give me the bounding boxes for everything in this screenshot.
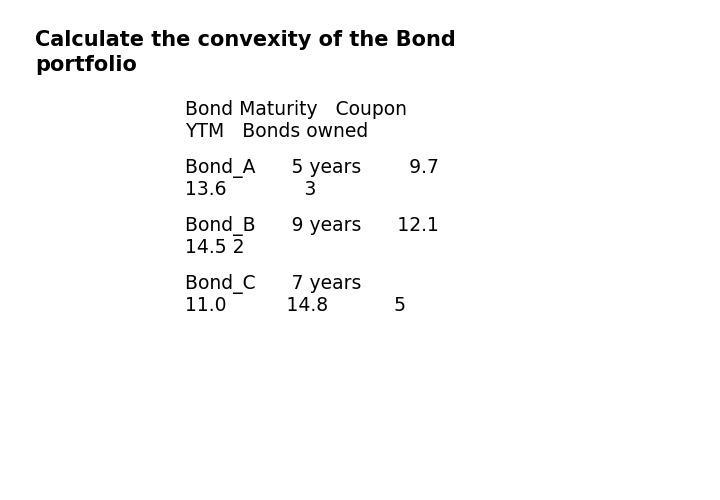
Text: Calculate the convexity of the Bond: Calculate the convexity of the Bond [35,30,456,50]
Text: 13.6             3: 13.6 3 [185,180,316,199]
Text: Bond_B      9 years      12.1: Bond_B 9 years 12.1 [185,216,439,236]
Text: Bond Maturity   Coupon: Bond Maturity Coupon [185,100,407,119]
Text: 11.0          14.8           5: 11.0 14.8 5 [185,296,406,315]
Text: YTM   Bonds owned: YTM Bonds owned [185,122,368,141]
Text: Bond_A      5 years        9.7: Bond_A 5 years 9.7 [185,158,439,178]
Text: 14.5 2: 14.5 2 [185,238,245,257]
Text: Bond_C      7 years: Bond_C 7 years [185,274,361,294]
Text: portfolio: portfolio [35,55,137,75]
